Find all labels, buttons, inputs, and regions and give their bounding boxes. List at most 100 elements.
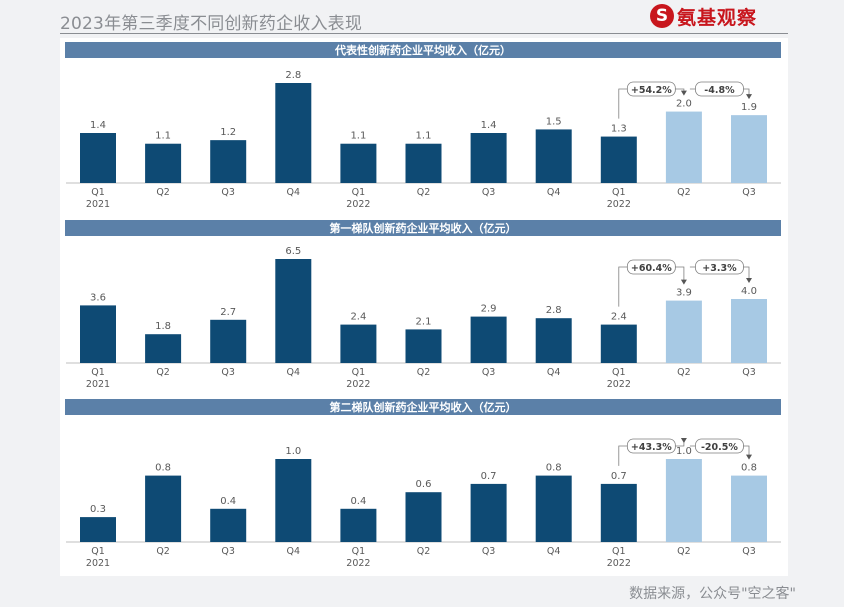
- x-tick-label: Q3: [742, 367, 756, 378]
- x-tick-label: Q1: [612, 187, 626, 198]
- change-label: -20.5%: [701, 442, 738, 453]
- bar: [210, 508, 247, 542]
- x-tick-label: Q1: [612, 546, 626, 557]
- x-tick-label: Q3: [742, 546, 756, 557]
- data-label: 2.4: [611, 312, 627, 323]
- bar: [665, 111, 702, 183]
- data-label: 0.8: [546, 463, 562, 474]
- data-label: 1.0: [285, 446, 301, 457]
- chart-title: 第二梯队创新药企业平均收入（亿元）: [330, 400, 517, 414]
- bar: [340, 508, 377, 542]
- change-label: +60.4%: [631, 263, 672, 274]
- data-label: 1.1: [416, 131, 432, 142]
- brand-logo: S 氨基观察: [650, 2, 757, 30]
- data-label: 2.4: [350, 312, 366, 323]
- data-label: 4.0: [741, 286, 757, 297]
- change-arrow: [746, 278, 752, 283]
- data-label: 2.0: [676, 99, 692, 110]
- bar: [535, 475, 572, 542]
- data-label: 1.0: [676, 446, 692, 457]
- bar: [340, 324, 377, 363]
- x-tick-label: Q4: [547, 367, 561, 378]
- bar: [600, 483, 637, 542]
- data-label: 0.3: [90, 504, 106, 515]
- change-badge: [695, 81, 744, 97]
- data-label: 1.2: [220, 127, 236, 138]
- chart-title-band: [65, 399, 781, 415]
- data-label: 2.1: [416, 316, 432, 327]
- bar: [535, 318, 572, 363]
- data-label: 1.9: [741, 102, 757, 113]
- bar: [405, 492, 442, 542]
- chart-title: 第一梯队创新药企业平均收入（亿元）: [330, 221, 517, 235]
- header-divider: [60, 33, 788, 34]
- page-title: 2023年第三季度不同创新药企收入表现: [60, 14, 363, 34]
- data-label: 0.4: [350, 496, 366, 507]
- x-tick-label: Q1: [91, 187, 105, 198]
- bar: [145, 475, 182, 542]
- x-tick-label: Q2: [156, 546, 170, 557]
- change-badge: [695, 438, 744, 454]
- x-tick-label: Q2: [156, 187, 170, 198]
- data-label: 0.4: [220, 496, 236, 507]
- data-label: 2.9: [481, 304, 497, 315]
- data-label: 3.9: [676, 288, 692, 299]
- change-arrow: [746, 94, 752, 100]
- x-tick-label: Q3: [221, 367, 235, 378]
- data-label: 1.4: [481, 120, 497, 131]
- change-label: +3.3%: [702, 263, 737, 274]
- chart-title: 代表性创新药企业平均收入（亿元）: [334, 43, 511, 57]
- change-badge: [626, 81, 676, 97]
- bar: [275, 259, 312, 363]
- x-tick-label: Q4: [287, 187, 301, 198]
- data-label: 1.1: [155, 131, 171, 142]
- change-arrow: [746, 454, 752, 460]
- bar: [470, 316, 507, 363]
- x-tick-label: Q2: [417, 187, 431, 198]
- bar: [145, 143, 182, 183]
- x-tick-label: Q4: [547, 187, 561, 198]
- chart-title-band: [65, 42, 781, 58]
- bar: [535, 129, 572, 183]
- bar: [80, 517, 116, 542]
- x-tick-label: Q3: [221, 546, 235, 557]
- data-label: 0.8: [741, 463, 757, 474]
- data-label: 0.6: [416, 479, 432, 490]
- x-tick-label: Q2: [417, 546, 431, 557]
- year-label: 2022: [607, 199, 631, 210]
- bar: [600, 324, 637, 363]
- bar: [405, 329, 442, 363]
- bar: [600, 136, 637, 183]
- year-label: 2022: [607, 379, 631, 390]
- x-tick-label: Q1: [612, 367, 626, 378]
- bar: [80, 305, 116, 363]
- year-label: 2022: [346, 199, 370, 210]
- data-label: 2.8: [546, 305, 562, 316]
- bar: [145, 334, 182, 363]
- data-label: 3.6: [90, 292, 106, 303]
- data-label: 6.5: [285, 246, 301, 257]
- charts-panel: 代表性创新药企业平均收入（亿元） 1.4 Q1 2021 1.1 Q2 1.2 Q3 2.8 Q4…: [60, 38, 788, 576]
- x-tick-label: Q4: [547, 546, 561, 557]
- bar: [470, 133, 507, 183]
- bar: [275, 459, 312, 542]
- bar: [210, 319, 247, 363]
- data-label: 1.3: [611, 124, 627, 135]
- data-label: 1.4: [90, 120, 106, 131]
- year-label: 2022: [346, 379, 370, 390]
- x-tick-label: Q1: [352, 546, 366, 557]
- x-tick-label: Q2: [677, 546, 691, 557]
- x-tick-label: Q1: [91, 546, 105, 557]
- data-label: 1.5: [546, 116, 562, 127]
- x-tick-label: Q2: [677, 187, 691, 198]
- data-label: 0.7: [481, 471, 497, 482]
- x-tick-label: Q4: [287, 546, 301, 557]
- x-tick-label: Q2: [156, 367, 170, 378]
- x-tick-label: Q3: [482, 187, 496, 198]
- change-label: -4.8%: [704, 85, 735, 96]
- x-tick-label: Q2: [417, 367, 431, 378]
- year-label: 2022: [346, 558, 370, 569]
- change-arrow: [680, 279, 687, 285]
- x-tick-label: Q3: [221, 187, 235, 198]
- data-label: 1.1: [350, 131, 366, 142]
